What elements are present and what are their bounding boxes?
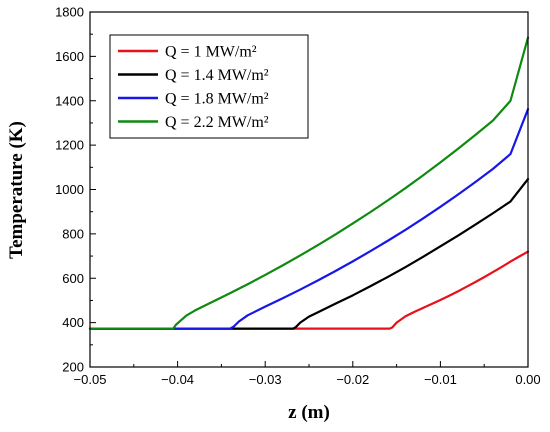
x-tick-label: −0.04 xyxy=(161,372,194,387)
y-tick-label: 1200 xyxy=(55,138,84,153)
y-tick-label: 1000 xyxy=(55,182,84,197)
x-tick-label: −0.02 xyxy=(336,372,369,387)
legend-label-q-1-8-mw-m: Q = 1.8 MW/m² xyxy=(165,91,269,108)
y-tick-label: 1800 xyxy=(55,5,84,20)
legend-label-q-1-mw-m: Q = 1 MW/m² xyxy=(165,44,257,61)
legend-entries: Q = 1 MW/m² Q = 1.4 MW/m² Q = 1.8 MW/m² Q =… xyxy=(118,44,269,131)
x-tick-label: −0.01 xyxy=(424,372,457,387)
series-layer xyxy=(88,36,530,330)
y-axis-title: Temperature (K) xyxy=(6,121,27,259)
x-tick-label: −0.03 xyxy=(249,372,282,387)
ticks-layer: −0.05 −0.04 −0.03 −0.02 −0.01 0.00 200 400 600 80… xyxy=(55,5,541,388)
series-line-q-1-mw-m xyxy=(88,250,530,330)
y-tick-label: 1600 xyxy=(55,49,84,64)
y-tick-label: 800 xyxy=(62,226,84,241)
series-line-q-1-8-mw-m xyxy=(88,108,530,330)
legend: Q = 1 MW/m² Q = 1.4 MW/m² Q = 1.8 MW/m² Q =… xyxy=(109,34,309,139)
legend-label-q-2-2-mw-m: Q = 2.2 MW/m² xyxy=(165,114,269,131)
x-tick-label: 0.00 xyxy=(515,372,540,387)
x-tick-label: −0.05 xyxy=(74,372,107,387)
x-axis-title: z (m) xyxy=(288,402,330,423)
series-line-q-1-4-mw-m xyxy=(88,177,530,330)
y-tick-label: 400 xyxy=(62,315,84,330)
y-tick-label: 600 xyxy=(62,271,84,286)
series-line-q-2-2-mw-m xyxy=(88,36,530,330)
y-tick-label: 200 xyxy=(62,360,84,375)
legend-label-q-1-4-mw-m: Q = 1.4 MW/m² xyxy=(165,67,269,84)
y-tick-label: 1400 xyxy=(55,93,84,108)
